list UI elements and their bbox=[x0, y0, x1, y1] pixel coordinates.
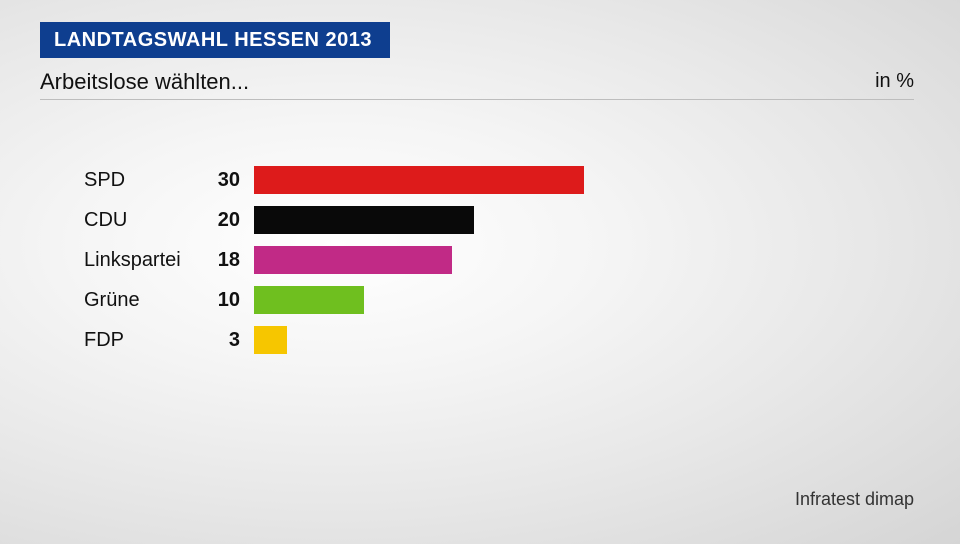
row-label: Grüne bbox=[84, 289, 204, 312]
chart-row: Grüne10 bbox=[84, 280, 914, 320]
row-value: 30 bbox=[204, 169, 254, 192]
bar-track bbox=[254, 246, 914, 274]
row-value: 18 bbox=[204, 249, 254, 272]
bar-track bbox=[254, 166, 914, 194]
row-label: Linkspartei bbox=[84, 249, 204, 272]
subtitle-row: Arbeitslose wählten... in % bbox=[40, 64, 914, 100]
row-value: 3 bbox=[204, 329, 254, 352]
bar bbox=[254, 206, 474, 234]
chart-subtitle: Arbeitslose wählten... bbox=[40, 69, 249, 95]
row-label: CDU bbox=[84, 209, 204, 232]
chart-row: Linkspartei18 bbox=[84, 240, 914, 280]
chart-row: SPD30 bbox=[84, 160, 914, 200]
chart-row: FDP3 bbox=[84, 320, 914, 360]
bar-track bbox=[254, 326, 914, 354]
row-label: SPD bbox=[84, 169, 204, 192]
row-value: 20 bbox=[204, 209, 254, 232]
row-label: FDP bbox=[84, 329, 204, 352]
bar-track bbox=[254, 206, 914, 234]
header-title: LANDTAGSWAHL HESSEN 2013 bbox=[54, 29, 372, 52]
header-bar: LANDTAGSWAHL HESSEN 2013 bbox=[40, 22, 390, 58]
bar bbox=[254, 326, 287, 354]
chart-row: CDU20 bbox=[84, 200, 914, 240]
row-value: 10 bbox=[204, 289, 254, 312]
bar-track bbox=[254, 286, 914, 314]
unit-label: in % bbox=[875, 70, 914, 93]
source-attribution: Infratest dimap bbox=[795, 489, 914, 510]
bar bbox=[254, 286, 364, 314]
bar bbox=[254, 166, 584, 194]
bar-chart: SPD30CDU20Linkspartei18Grüne10FDP3 bbox=[84, 160, 914, 360]
bar bbox=[254, 246, 452, 274]
